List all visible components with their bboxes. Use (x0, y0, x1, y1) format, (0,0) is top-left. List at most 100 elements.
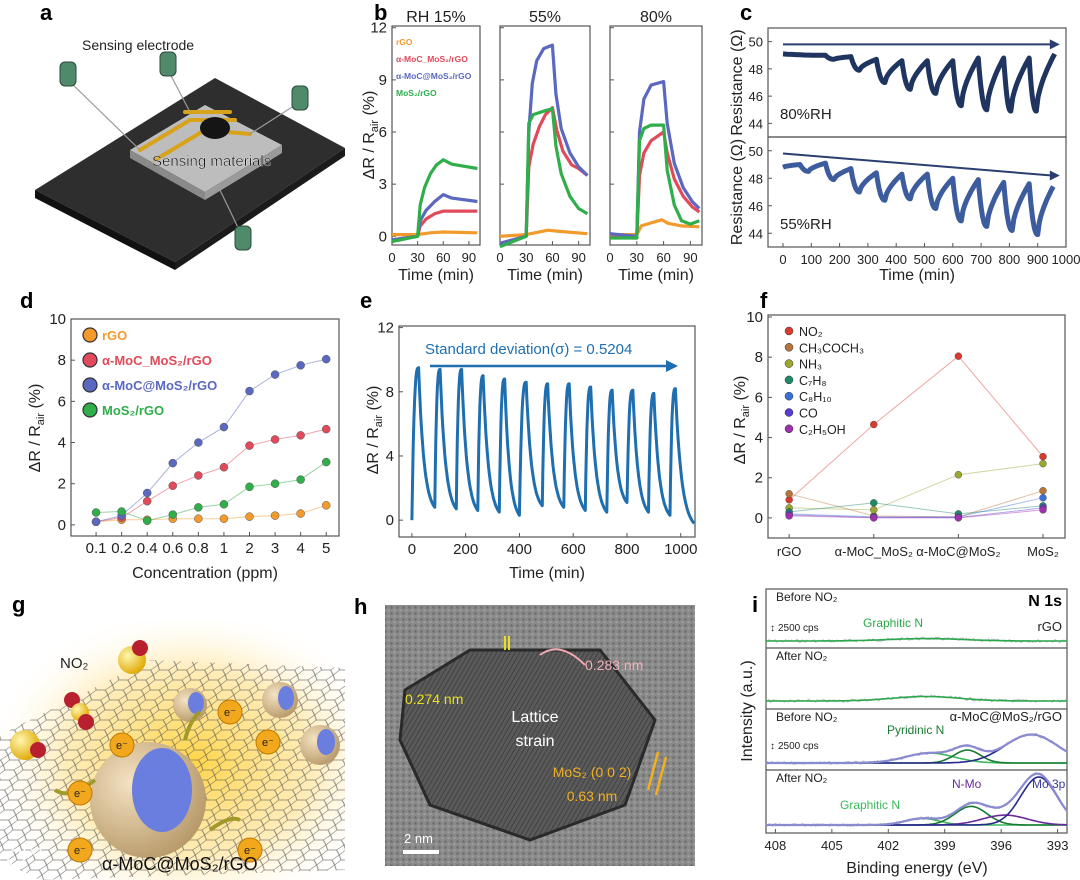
x-tick-label: 0 (408, 541, 416, 558)
x-tick-label: 408 (765, 838, 787, 853)
x-category-label: MoS₂ (1027, 544, 1059, 559)
data-point (296, 431, 305, 440)
probe (234, 225, 252, 251)
data-point (870, 506, 878, 514)
data-point (91, 517, 101, 527)
legend-marker (784, 343, 794, 352)
x-tick-label: 2 (245, 540, 253, 557)
scale-bar-icon: ↕ (770, 741, 775, 752)
plot-frame-e (398, 325, 696, 538)
panel-label-d: d (20, 288, 33, 313)
data-point (245, 441, 254, 450)
data-point (1039, 459, 1047, 468)
probe (291, 85, 309, 111)
ylabel-tail: (%) (732, 376, 749, 405)
state-label: Before NO₂ (776, 590, 838, 604)
y-tick-label: 2 (755, 470, 763, 487)
std-deviation-annotation: Standard deviation(σ) = 0.5204 (425, 341, 632, 358)
peak-label: Mo 3p (1032, 777, 1066, 791)
data-point (1039, 494, 1047, 502)
panel-label-a: a (40, 0, 53, 25)
x-axis-label: Concentration (ppm) (132, 565, 278, 582)
x-axis-label: Time (min) (879, 267, 955, 284)
sensing-material-disc (200, 117, 230, 139)
electron-icon (67, 780, 93, 806)
x-tick-label: 0 (496, 250, 503, 265)
legend-marker (784, 424, 794, 434)
no2-molecules (10, 640, 148, 760)
arrow-head-icon (1049, 39, 1060, 50)
x-tick-label: 0.6 (162, 540, 183, 557)
x-tick-label: 900 (1027, 252, 1049, 267)
peak-label: N-Mo (952, 777, 982, 791)
scale-bar-icon: ↕ (770, 623, 775, 634)
y-tick-label: 4 (755, 430, 763, 447)
resistance-curve (782, 160, 1056, 238)
series-line-3 (391, 158, 478, 244)
y-tick-label: 4 (58, 435, 66, 452)
scale-label: 2500 cps (778, 741, 819, 752)
legend-entry: α-MoC@MoS₂/rGO (102, 378, 217, 393)
y-tick-label: 10 (746, 309, 763, 326)
y-axis-label: ΔR / Rair (%) (365, 386, 385, 475)
y-axis-label: ΔR / Rair (%) (732, 376, 752, 465)
ylabel-tail: (%) (27, 384, 44, 413)
legend-marker (784, 359, 794, 368)
electron-label: e⁻ (224, 707, 236, 719)
data-point (219, 514, 229, 523)
panel-label-i: i (752, 592, 758, 617)
data-point (168, 481, 178, 491)
x-tick-label: 400 (885, 252, 907, 267)
lattice-strain-label-2: strain (515, 733, 554, 750)
y-tick-label: 8 (386, 384, 394, 401)
arrow-head-icon (666, 360, 678, 372)
strain-arrow (539, 648, 586, 666)
sample-label: rGO (1037, 619, 1062, 634)
x-tick-label: 402 (877, 838, 899, 853)
lattice-strain-label-1: Lattice (511, 709, 558, 726)
data-point (270, 435, 280, 444)
legend-marker (82, 377, 98, 393)
plot-frame-b1 (391, 25, 481, 246)
x-tick-label: 30 (630, 250, 644, 265)
panel-label-e: e (360, 288, 372, 313)
peak-label: Graphitic N (840, 798, 900, 812)
x-category-label: rGO (777, 544, 802, 559)
plot-frame-b2 (499, 25, 591, 246)
subplot-title: 55% (529, 9, 561, 26)
series-line (95, 428, 327, 523)
plot-frame-b3 (609, 25, 703, 246)
x-tick-label: 393 (1047, 838, 1069, 853)
legend-entry: rGO (396, 37, 413, 47)
data-point (219, 422, 229, 432)
series-line (96, 461, 327, 522)
data-point (142, 488, 152, 498)
ylabel-main: ΔR / R (27, 425, 44, 472)
y-tick-label: 44 (749, 116, 763, 131)
series-line (789, 509, 1044, 519)
data-point (117, 507, 126, 516)
resistance-curve (782, 51, 1057, 114)
arrow-head-icon (1049, 170, 1060, 181)
x-tick-label: 700 (970, 252, 992, 267)
series-line (789, 502, 1044, 515)
legend-marker (82, 352, 98, 368)
legend-entry: NH₃ (799, 358, 822, 372)
subplot-title: RH 15% (406, 9, 466, 26)
series-line (789, 497, 1044, 518)
legend-entry: MoS₂/rGO (102, 403, 164, 418)
x-tick-label: 0.4 (137, 540, 158, 557)
caption: α-MoC@MoS₂/rGO (102, 854, 258, 874)
y-tick-label: 48 (749, 171, 763, 186)
x-tick-label: 30 (519, 250, 533, 265)
data-point (194, 503, 203, 512)
data-point (219, 462, 229, 472)
y-tick-label: 12 (370, 20, 387, 37)
mechanism-illustration: NO₂ e⁻ e⁻ e⁻ e⁻ e⁻ e⁻ α-MoC@MoS₂/rGO (0, 620, 345, 880)
data-point (142, 496, 152, 506)
x-tick-label: 0 (388, 250, 395, 265)
ylabel-tail: (%) (361, 91, 378, 120)
legend-marker (82, 327, 98, 343)
sample-label: α-MoC@MoS₂/rGO (950, 709, 1062, 724)
